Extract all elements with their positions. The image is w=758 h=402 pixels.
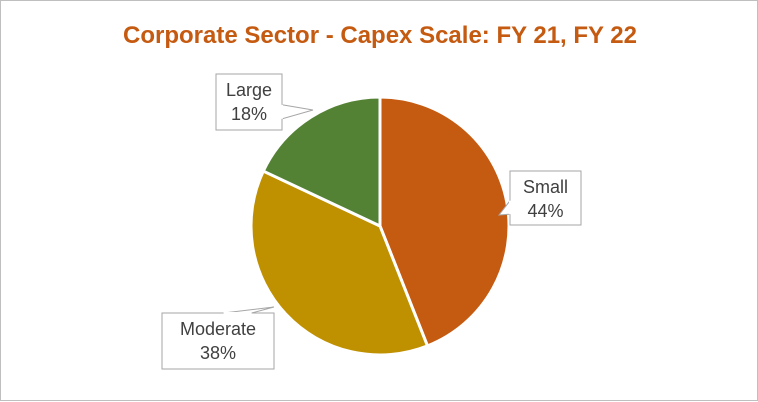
data-label-value: 38%: [200, 343, 236, 363]
pie-slice-moderate: [249, 169, 429, 357]
data-label-category: Small: [523, 177, 568, 197]
pie-slice-large: [261, 95, 382, 228]
callout-small: Small 44%: [497, 170, 582, 226]
pie-slices: [249, 95, 511, 357]
data-label-value: 44%: [527, 201, 563, 221]
callout-box: [215, 73, 283, 131]
data-label-callouts: Small 44% Moderate 38% Large 18%: [161, 73, 582, 370]
callout-moderate: Moderate 38%: [161, 306, 275, 370]
callout-large: Large 18%: [215, 73, 314, 131]
data-label-value: 18%: [231, 104, 267, 124]
pie-slice-small: [378, 95, 511, 348]
chart-title: Corporate Sector - Capex Scale: FY 21, F…: [123, 22, 637, 49]
callout-box: [509, 170, 582, 226]
callout-pointer: [281, 104, 314, 120]
callout-box: [161, 312, 275, 370]
data-label-category: Moderate: [180, 319, 256, 339]
data-label-category: Large: [226, 80, 272, 100]
